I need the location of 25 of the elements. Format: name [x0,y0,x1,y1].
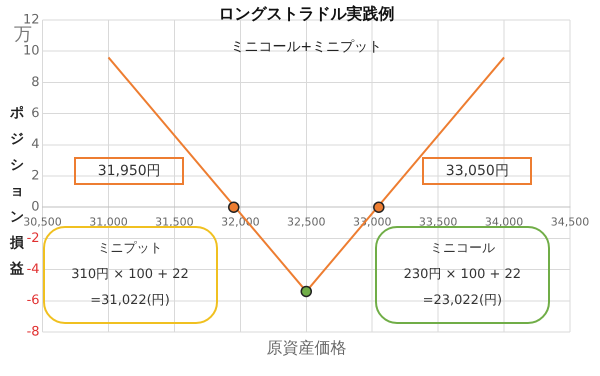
x-tick-label: 32,500 [287,216,326,229]
x-axis-title: 原資産価格 [265,338,348,359]
text: ミニコール+ミニプット [229,38,384,56]
y-tick-label: -6 [26,293,40,308]
y-axis-title: ポジション損益 [10,104,24,279]
y-tick-label: 8 [31,74,40,90]
x-tick-label: 34,500 [550,216,590,229]
y-tick-label: 2 [31,168,40,184]
y-tick-label: 4 [31,137,40,152]
x-tick-label: 31,000 [89,216,128,229]
x-tick-label: 30,500 [23,216,62,229]
annotation: 31,950円 [74,157,184,186]
annotation: ミニプット 310円 × 100 + 22 =31,022(円) [71,240,189,308]
annotation: ミニコール 230円 × 100 + 22 =23,022(円) [404,240,522,308]
x-tick-label: 33,500 [418,216,458,229]
annotation: 33,050円 [422,157,532,186]
y-tick-label: -8 [26,324,40,340]
y-tick-label: 0 [31,200,40,215]
y-tick-label: -2 [26,230,40,246]
y-tick-label: -4 [26,262,40,277]
x-tick-label: 31,500 [155,216,194,229]
y-tick-label: 6 [31,106,40,121]
chart-title: ロングストラドル実践例 [217,4,396,25]
y-tick-label: 10 [22,44,40,59]
x-tick-label: 34,000 [484,216,524,229]
